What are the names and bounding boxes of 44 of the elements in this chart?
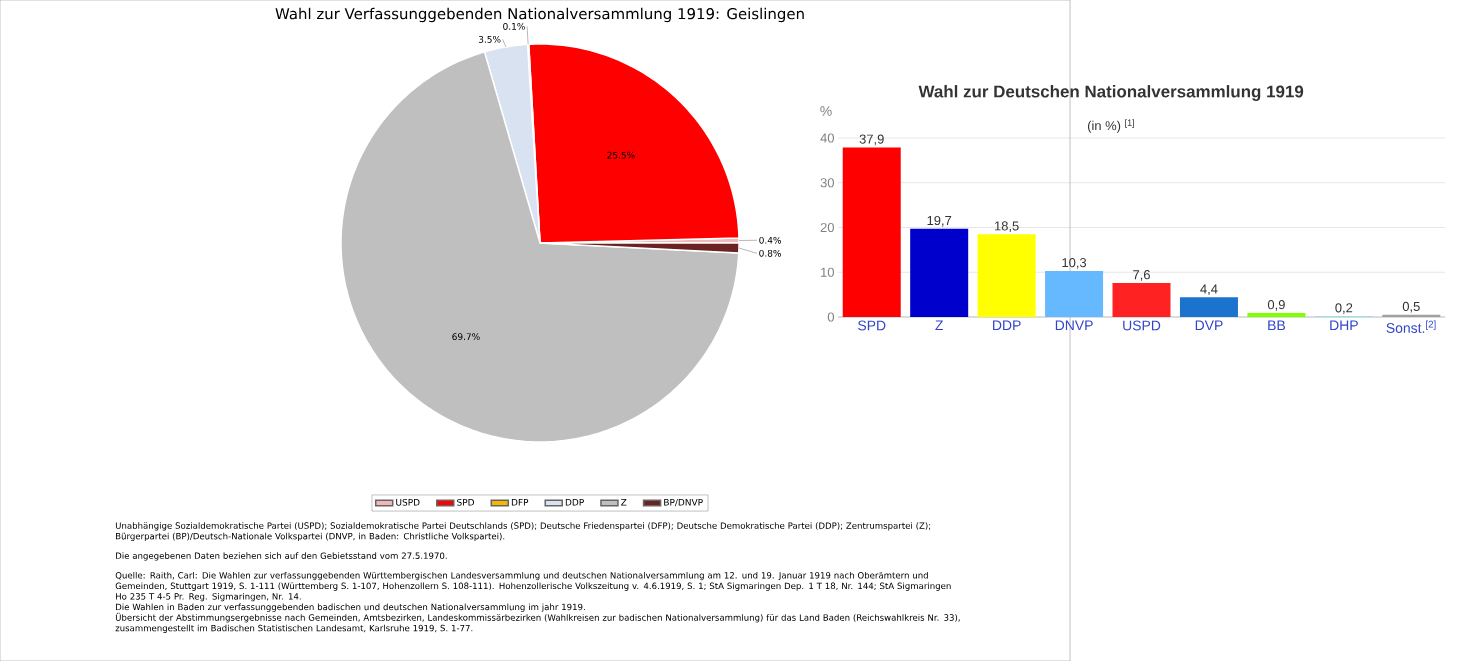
data-label: 19,7	[927, 215, 952, 227]
chart-title: Wahl zur Verfassunggebenden Nationalversammlung 1919: Geislingen	[275, 7, 804, 23]
data-label: 0,2	[1335, 303, 1353, 314]
x-tick-label: BB	[1268, 320, 1285, 331]
text: Unabhängige Sozialdemokratische Partei (USPD); Sozialdemokratische Partei Deutschlands (SPD); Deutsche Friedenspartei (DFP); Deutsche Demokratische Partei (DDP); Zentrumspartei (Z); Bürgerpartei (BP)/Deutsch-Nationale Volkspartei (DNVP, in Baden: Christliche Volkspartei).	[115, 522, 931, 542]
x-tick-label: DHP	[1330, 320, 1358, 331]
data-label: 18,5	[995, 221, 1019, 233]
y-tick-label: 30	[820, 178, 834, 188]
data-label: 7,6	[1133, 270, 1150, 281]
x-tick-label: DVP	[1195, 320, 1223, 331]
chart-title: Wahl zur Deutschen Nationalversammlung 1919	[918, 85, 1304, 101]
data-label: 0.4%	[759, 236, 781, 244]
data-label: 10,3	[1062, 258, 1087, 269]
legend-label: BP/DNVP	[664, 498, 703, 507]
text: Übersicht der Abstimmungsergebnisse nach Gemeinden, Amtsbezirken, Landeskommissärbezirken (Wahlkreisen zur badischen Nationalversammlung) für das Land Baden (Reichswahlkreis Nr. 33), zusammengestellt im Badischen Statistischen Landesamt, Karlsruhe 1919, S. 1-77.	[115, 612, 960, 633]
x-tick-label: Z	[935, 320, 944, 331]
data-label: 0.1%	[503, 22, 525, 30]
y-tick-label: 10	[821, 267, 834, 277]
data-label: 0.8%	[759, 249, 781, 257]
data-label: 0,9	[1267, 300, 1285, 311]
data-label: 37,9	[859, 134, 884, 146]
data-label: 4,4	[1200, 284, 1218, 296]
data-label: 0,5	[1402, 301, 1420, 313]
legend-label: DFP	[511, 498, 529, 506]
y-tick-label: 40	[820, 133, 834, 143]
x-tick-label: SPD	[858, 320, 886, 331]
data-label: 69.7%	[452, 333, 480, 341]
chart-subtitle: (in %) $^{[1]}$	[1087, 119, 1135, 133]
x-tick-label: DNVP	[1055, 320, 1093, 331]
x-tick-label: DDP	[993, 320, 1021, 331]
y-axis-title: %	[820, 106, 832, 116]
text: Die angegebenen Daten beziehen sich auf den Gebietsstand vom 27.5.1970.	[116, 552, 447, 561]
y-tick-label: 20	[820, 222, 834, 233]
legend-label: Z	[621, 498, 627, 506]
legend-label: USPD	[396, 498, 420, 506]
data-label: 3.5%	[478, 36, 501, 43]
x-tick-label: USPD	[1123, 320, 1161, 331]
legend-label: SPD	[457, 498, 474, 506]
x-tick-label: Sonst.$^{[2]}$	[1386, 320, 1436, 333]
text: Die Wahlen in Baden zur verfassunggebenden badischen und deutschen Nationalversammlung im jahr 1919.	[116, 603, 585, 612]
source-note: Quelle: Raith, Carl: Die Wahlen zur verfassunggebenden Württembergischen Landesversammlung und deutschen Nationalversammlung am 12. und 19. Januar 1919 nach Oberämtern und Gemeinden, Stuttgart 1919, S. 1-111 (Württemberg S. 1-107, Hohenzollern S. 108-111). Hohenzollerische Volkszeitung v. 4.6.1919, S. 1; StA Sigmaringen Dep. 1 T 18, Nr. 144; StA Sigmaringen Ho 235 T 4-5 Pr. Reg. Sigmaringen, Nr. 14.	[115, 571, 951, 602]
data-label: 25.5%	[607, 151, 635, 159]
legend-label: DDP	[565, 498, 584, 506]
y-tick-label: 0	[827, 312, 834, 322]
